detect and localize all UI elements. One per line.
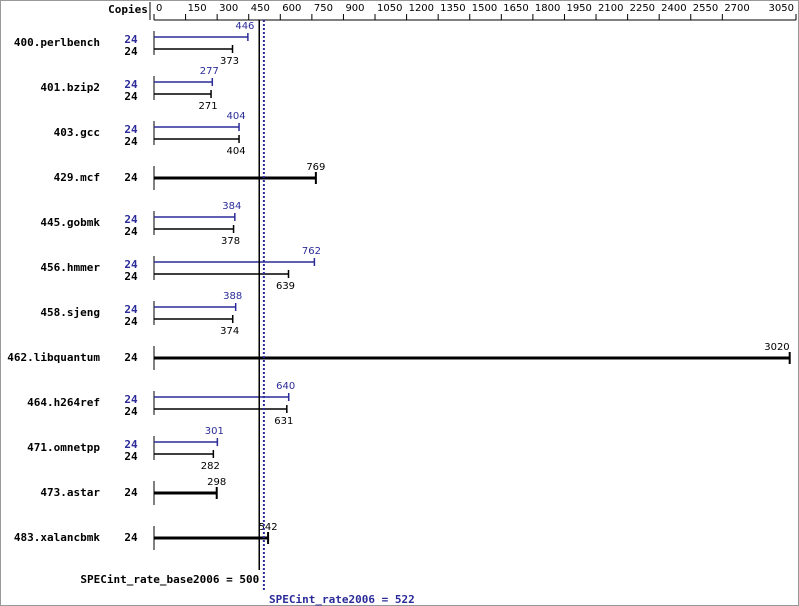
category-label: 473.astar xyxy=(40,486,100,499)
value-label: 378 xyxy=(221,236,240,247)
category-label: 458.sjeng xyxy=(40,306,100,319)
copies-label: 24 xyxy=(124,225,138,238)
x-tick-label: 600 xyxy=(282,3,301,14)
category-label: 471.omnetpp xyxy=(27,441,100,454)
x-tick-label: 2700 xyxy=(724,3,749,14)
x-tick-label: 150 xyxy=(188,3,207,14)
value-label: 404 xyxy=(226,111,245,122)
reference-label: SPECint_rate_base2006 = 500 xyxy=(80,573,259,586)
x-tick-label: 1500 xyxy=(472,3,497,14)
value-label: 769 xyxy=(306,162,325,173)
value-label: 631 xyxy=(274,416,293,427)
value-label: 373 xyxy=(220,56,239,67)
value-label: 404 xyxy=(226,146,245,157)
copies-label: 24 xyxy=(124,393,138,406)
x-tick-label: 1650 xyxy=(503,3,528,14)
category-label: 445.gobmk xyxy=(40,216,100,229)
x-tick-label: 2400 xyxy=(661,3,686,14)
x-tick-label: 3050 xyxy=(769,3,794,14)
value-label: 388 xyxy=(223,291,242,302)
value-label: 3020 xyxy=(764,342,789,353)
copies-label: 24 xyxy=(124,405,138,418)
value-label: 542 xyxy=(259,522,278,533)
copies-label: 24 xyxy=(124,213,138,226)
copies-label: 24 xyxy=(124,438,138,451)
x-tick-label: 2250 xyxy=(630,3,655,14)
x-tick-label: 1950 xyxy=(566,3,591,14)
copies-label: 24 xyxy=(124,135,138,148)
category-label: 429.mcf xyxy=(54,171,100,184)
value-label: 640 xyxy=(276,381,295,392)
copies-label: 24 xyxy=(124,45,138,58)
category-label: 483.xalancbmk xyxy=(14,531,100,544)
copies-label: 24 xyxy=(124,270,138,283)
axis-label: Copies xyxy=(108,3,148,16)
copies-label: 24 xyxy=(124,486,138,499)
value-label: 374 xyxy=(220,326,239,337)
copies-label: 24 xyxy=(124,351,138,364)
copies-label: 24 xyxy=(124,78,138,91)
x-tick-label: 2550 xyxy=(693,3,718,14)
copies-label: 24 xyxy=(124,303,138,316)
category-label: 403.gcc xyxy=(54,126,100,139)
value-label: 301 xyxy=(205,426,224,437)
value-label: 384 xyxy=(222,201,241,212)
value-label: 277 xyxy=(200,66,219,77)
value-label: 298 xyxy=(207,477,226,488)
x-tick-label: 750 xyxy=(314,3,333,14)
copies-label: 24 xyxy=(124,531,138,544)
copies-label: 24 xyxy=(124,258,138,271)
x-tick-label: 0 xyxy=(156,3,162,14)
value-label: 446 xyxy=(235,21,254,32)
reference-label: SPECint_rate2006 = 522 xyxy=(269,593,415,606)
x-tick-label: 450 xyxy=(251,3,270,14)
copies-label: 24 xyxy=(124,123,138,136)
copies-label: 24 xyxy=(124,90,138,103)
value-label: 639 xyxy=(276,281,295,292)
x-tick-label: 1800 xyxy=(535,3,560,14)
category-label: 464.h264ref xyxy=(27,396,100,409)
copies-label: 24 xyxy=(124,450,138,463)
x-tick-label: 2100 xyxy=(598,3,623,14)
value-label: 271 xyxy=(198,101,217,112)
value-label: 762 xyxy=(302,246,321,257)
copies-label: 24 xyxy=(124,315,138,328)
copies-label: 24 xyxy=(124,171,138,184)
copies-label: 24 xyxy=(124,33,138,46)
x-tick-label: 300 xyxy=(219,3,238,14)
x-tick-label: 900 xyxy=(345,3,364,14)
x-tick-label: 1200 xyxy=(409,3,434,14)
category-label: 456.hmmer xyxy=(40,261,100,274)
category-label: 400.perlbench xyxy=(14,36,100,49)
category-label: 401.bzip2 xyxy=(40,81,100,94)
x-tick-label: 1050 xyxy=(377,3,402,14)
value-label: 282 xyxy=(201,461,220,472)
x-tick-label: 1350 xyxy=(440,3,465,14)
category-label: 462.libquantum xyxy=(7,351,100,364)
